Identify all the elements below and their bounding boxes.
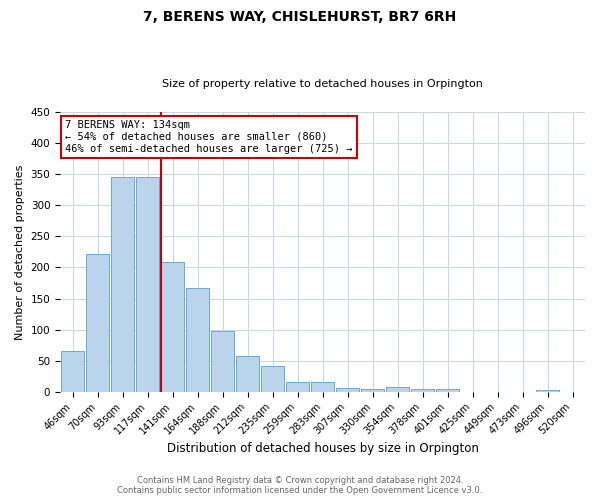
Bar	[211, 332, 234, 392]
Bar	[136, 178, 159, 392]
Bar	[111, 178, 134, 392]
Bar	[261, 366, 284, 392]
Text: Contains HM Land Registry data © Crown copyright and database right 2024.
Contai: Contains HM Land Registry data © Crown c…	[118, 476, 482, 495]
Bar	[436, 390, 459, 392]
Bar	[311, 382, 334, 392]
Bar	[161, 262, 184, 392]
Title: Size of property relative to detached houses in Orpington: Size of property relative to detached ho…	[162, 79, 483, 89]
Bar	[386, 387, 409, 392]
Bar	[361, 388, 384, 392]
Y-axis label: Number of detached properties: Number of detached properties	[15, 164, 25, 340]
Text: 7, BERENS WAY, CHISLEHURST, BR7 6RH: 7, BERENS WAY, CHISLEHURST, BR7 6RH	[143, 10, 457, 24]
Bar	[61, 352, 84, 392]
X-axis label: Distribution of detached houses by size in Orpington: Distribution of detached houses by size …	[167, 442, 478, 455]
Bar	[236, 356, 259, 392]
Bar	[411, 388, 434, 392]
Bar	[336, 388, 359, 392]
Text: 7 BERENS WAY: 134sqm
← 54% of detached houses are smaller (860)
46% of semi-deta: 7 BERENS WAY: 134sqm ← 54% of detached h…	[65, 120, 353, 154]
Bar	[286, 382, 309, 392]
Bar	[536, 390, 559, 392]
Bar	[186, 288, 209, 392]
Bar	[86, 254, 109, 392]
